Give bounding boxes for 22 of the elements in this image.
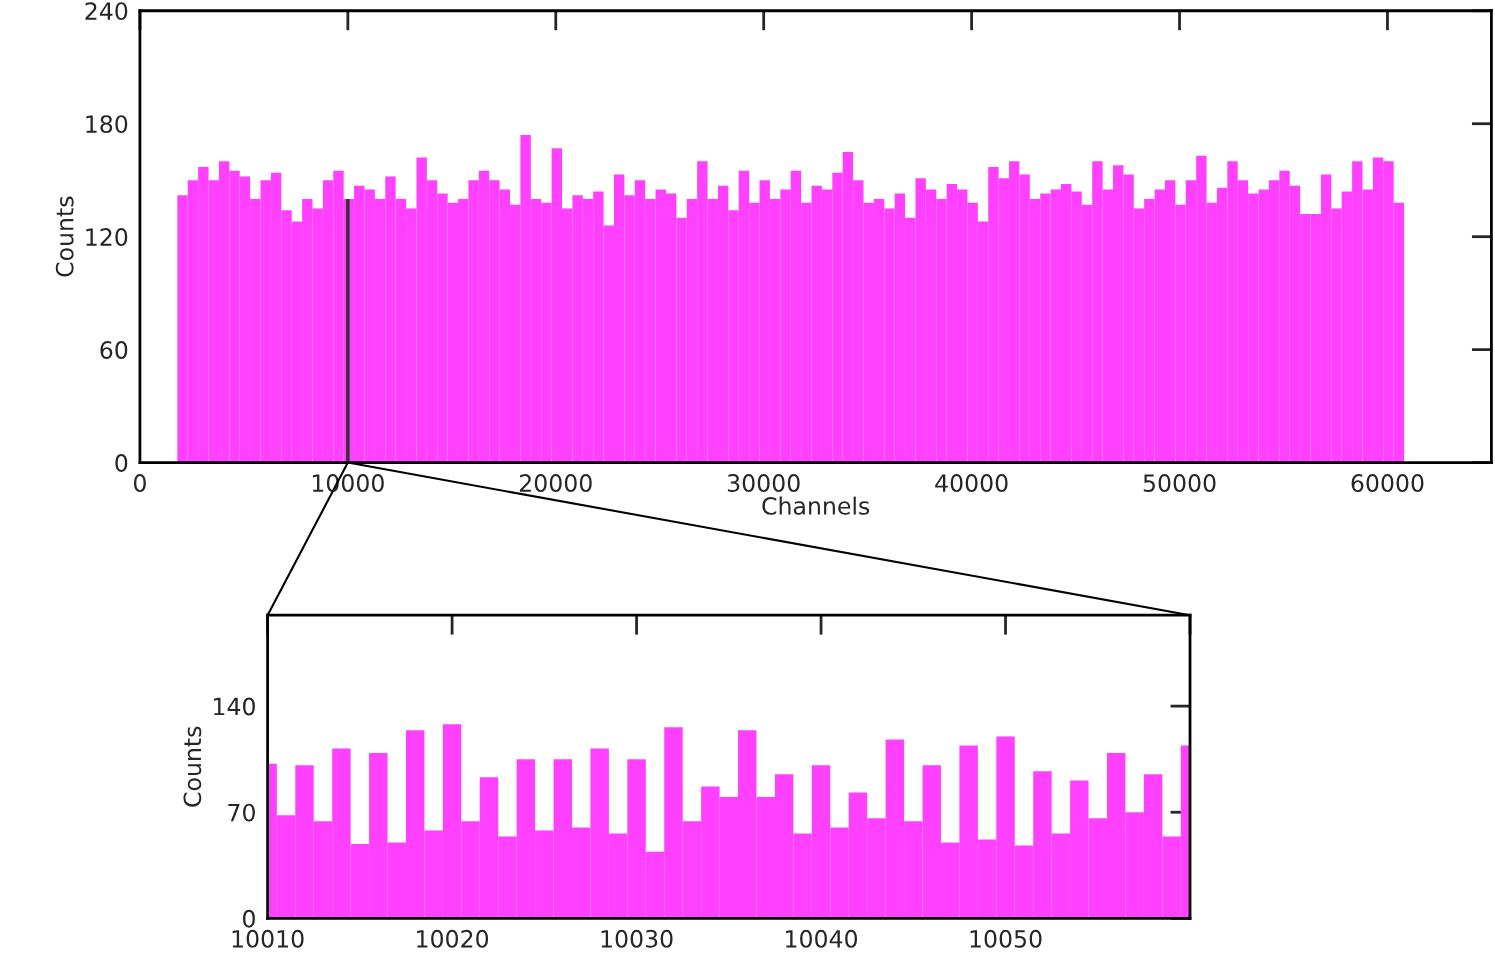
x-tick-label: 60000 [1351, 474, 1424, 492]
x-tick-label: 30000 [727, 474, 800, 492]
y-tick-label: 240 [85, 2, 128, 21]
y-axis-title: Counts [55, 196, 74, 277]
x-tick-label: 50000 [1143, 474, 1216, 492]
x-tick-label: 10010 [232, 929, 304, 948]
x-tick-label: 10050 [970, 929, 1042, 948]
y-axis-title: Counts [183, 726, 202, 807]
y-tick-label: 120 [86, 228, 128, 246]
x-tick-label: 0 [133, 474, 146, 492]
y-tick-label: 180 [86, 115, 128, 134]
x-tick-label: 10040 [786, 929, 858, 948]
y-tick-label: 70 [228, 803, 255, 822]
x-axis-title: Channels [762, 496, 870, 515]
x-tick-label: 10030 [601, 929, 673, 948]
x-tick-label: 20000 [519, 474, 592, 492]
x-tick-label: 10020 [417, 929, 489, 948]
y-tick-label: 60 [100, 341, 128, 359]
y-tick-label: 0 [115, 454, 128, 472]
y-tick-label: 0 [243, 909, 255, 928]
y-tick-label: 140 [214, 697, 255, 716]
x-tick-label: 40000 [935, 474, 1008, 492]
